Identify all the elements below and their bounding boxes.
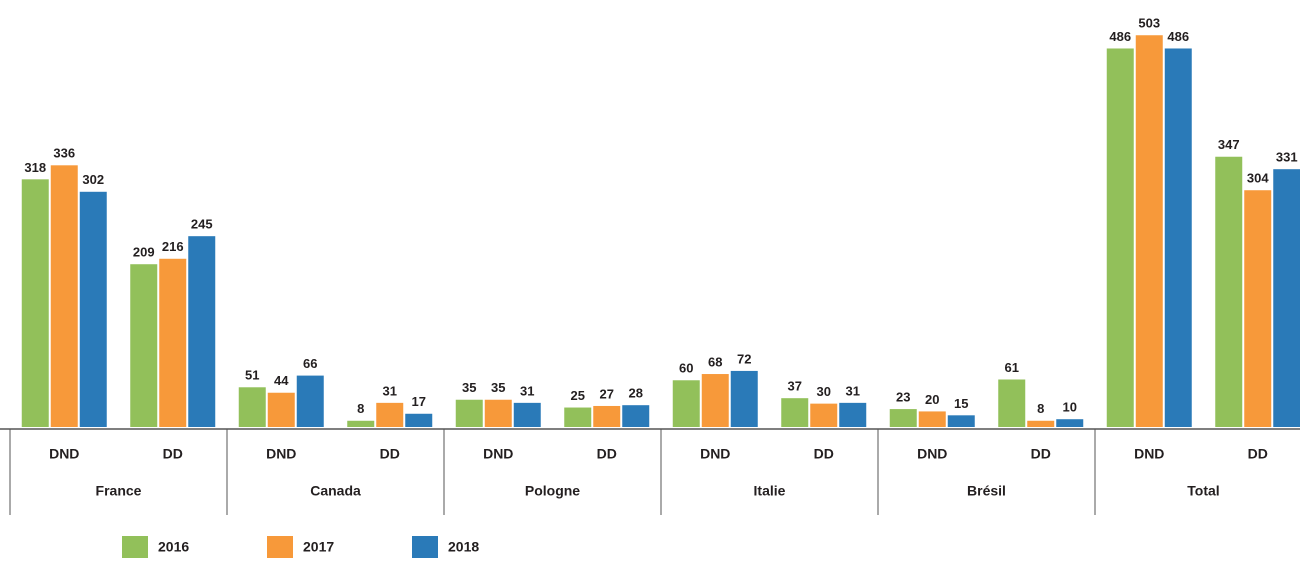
value-label: 61: [1005, 360, 1019, 375]
group-label: Canada: [310, 483, 361, 499]
bar: [455, 399, 483, 427]
value-label: 23: [896, 390, 910, 405]
bar: [730, 370, 758, 427]
x-tick-label: DD: [163, 446, 183, 462]
bar: [1106, 48, 1134, 427]
value-label: 318: [24, 160, 46, 175]
legend-label: 2017: [303, 539, 334, 555]
bar: [484, 399, 512, 427]
value-label: 347: [1218, 137, 1240, 152]
value-label: 30: [817, 384, 831, 399]
group-label: Total: [1187, 483, 1219, 499]
value-label: 304: [1247, 171, 1269, 186]
bar: [188, 236, 216, 427]
x-tick-label: DND: [917, 446, 947, 462]
bar: [889, 409, 917, 427]
bar: [622, 405, 650, 427]
bar: [238, 387, 266, 427]
x-tick-label: DD: [380, 446, 400, 462]
x-tick-label: DND: [700, 446, 730, 462]
x-tick-label: DND: [1134, 446, 1164, 462]
bar: [130, 264, 158, 427]
bar: [296, 375, 324, 427]
bar: [810, 403, 838, 427]
bar: [781, 398, 809, 427]
value-label: 331: [1276, 150, 1298, 165]
group-label: France: [96, 483, 142, 499]
value-label: 31: [846, 383, 860, 398]
value-label: 31: [383, 383, 397, 398]
value-label: 51: [245, 368, 259, 383]
bar: [21, 179, 49, 427]
value-label: 37: [788, 379, 802, 394]
legend-swatch: [122, 536, 148, 558]
value-label: 216: [162, 239, 184, 254]
value-label: 486: [1109, 29, 1131, 44]
bar: [347, 420, 375, 427]
bar: [513, 402, 541, 427]
bar: [564, 407, 592, 427]
group-label: Brésil: [967, 483, 1006, 499]
bar: [672, 380, 700, 427]
value-label: 35: [491, 380, 505, 395]
value-label: 27: [600, 386, 614, 401]
bar: [1056, 419, 1084, 427]
value-label: 8: [357, 401, 364, 416]
group-label: Pologne: [525, 483, 580, 499]
bar: [998, 379, 1026, 427]
value-label: 245: [191, 217, 213, 232]
value-label: 503: [1138, 16, 1160, 31]
bar: [1244, 190, 1272, 427]
bar: [1135, 35, 1163, 427]
value-label: 302: [82, 172, 104, 187]
legend-swatch: [267, 536, 293, 558]
bar: [918, 411, 946, 427]
value-label: 209: [133, 245, 155, 260]
value-label: 20: [925, 392, 939, 407]
bar: [1164, 48, 1192, 427]
x-tick-label: DD: [814, 446, 834, 462]
value-label: 25: [571, 388, 585, 403]
x-tick-label: DD: [597, 446, 617, 462]
value-label: 8: [1037, 401, 1044, 416]
bar: [1027, 420, 1055, 427]
value-label: 31: [520, 383, 534, 398]
value-label: 72: [737, 351, 751, 366]
bar: [593, 405, 621, 427]
x-tick-label: DND: [49, 446, 79, 462]
bar: [947, 415, 975, 427]
value-label: 28: [629, 386, 643, 401]
x-tick-label: DND: [483, 446, 513, 462]
value-label: 486: [1167, 29, 1189, 44]
value-label: 336: [53, 146, 75, 161]
bar: [159, 258, 187, 427]
value-label: 17: [412, 394, 426, 409]
value-label: 44: [274, 373, 289, 388]
x-tick-label: DD: [1248, 446, 1268, 462]
value-label: 10: [1063, 400, 1077, 415]
bar: [1273, 169, 1300, 428]
group-label: Italie: [754, 483, 786, 499]
legend-label: 2016: [158, 539, 189, 555]
bar: [1215, 156, 1243, 427]
value-label: 35: [462, 380, 476, 395]
legend-swatch: [412, 536, 438, 558]
value-label: 15: [954, 396, 968, 411]
value-label: 60: [679, 361, 693, 376]
bar: [839, 402, 867, 427]
bar: [79, 191, 107, 427]
bar: [701, 374, 729, 427]
bar: [50, 165, 78, 428]
bar: [376, 402, 404, 427]
value-label: 66: [303, 356, 317, 371]
x-tick-label: DND: [266, 446, 296, 462]
bar: [405, 413, 433, 427]
legend-label: 2018: [448, 539, 479, 555]
bar: [267, 392, 295, 427]
value-label: 68: [708, 354, 722, 369]
x-tick-label: DD: [1031, 446, 1051, 462]
